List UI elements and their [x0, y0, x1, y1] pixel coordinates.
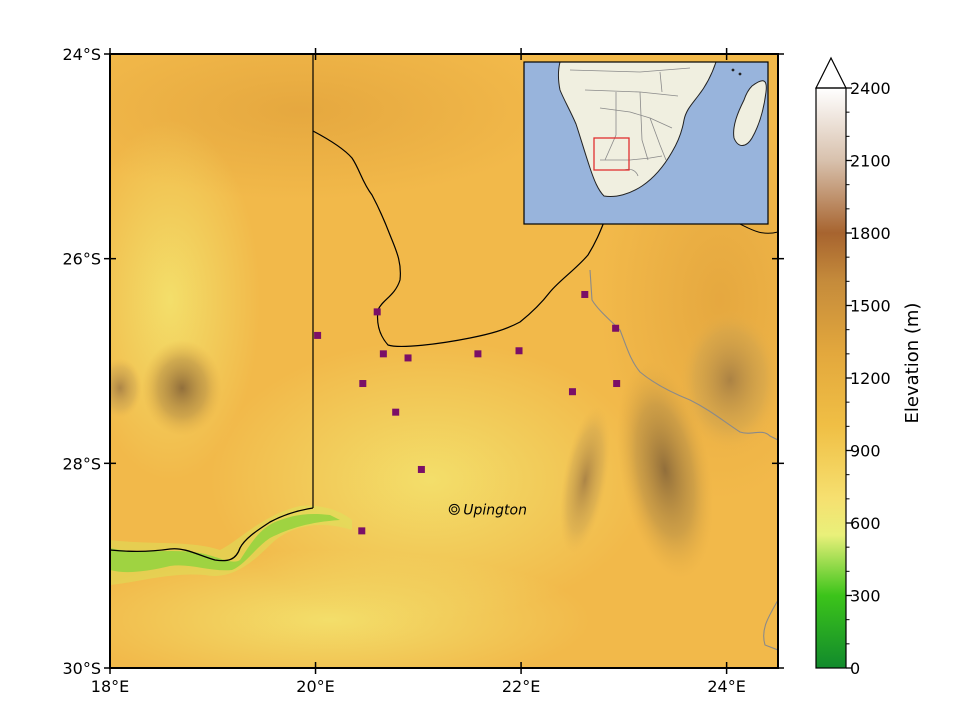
- colorbar-tick-label: 2400: [850, 79, 891, 98]
- station-marker-3[interactable]: [379, 350, 387, 358]
- lat-tick-label: 24°S: [62, 45, 101, 64]
- terrain-mountain-east-2: [680, 310, 778, 450]
- station-marker-6[interactable]: [515, 347, 523, 355]
- station-markers: [314, 290, 621, 535]
- station-marker-12[interactable]: [613, 380, 621, 388]
- colorbar-gradient: [816, 88, 846, 668]
- lon-tick-label: 24°E: [707, 677, 745, 696]
- station-marker-5[interactable]: [474, 350, 482, 358]
- terrain-mountain-west: [142, 340, 222, 436]
- river-valley-green: [110, 513, 340, 573]
- elevation-colorbar[interactable]: 2400 2100 1800 1500 1200 900 600 300 0 Elevation…: [815, 56, 923, 678]
- inset-locator-map[interactable]: [523, 61, 769, 225]
- station-marker-4[interactable]: [404, 354, 412, 362]
- colorbar-tick-label: 300: [850, 587, 881, 606]
- station-marker-14[interactable]: [358, 527, 366, 535]
- border-botswana-southafrica: [312, 130, 605, 347]
- station-marker-7[interactable]: [581, 290, 589, 298]
- inset-study-area-box: [593, 137, 630, 171]
- river-valley-light: [110, 505, 352, 585]
- lon-tick-label: 22°E: [502, 677, 540, 696]
- terrain-ridge-central: [559, 406, 611, 554]
- inset-country-borders: [569, 67, 691, 177]
- bullseye-center-icon: [451, 506, 458, 513]
- lat-tick-label: 30°S: [62, 659, 101, 678]
- station-marker-8[interactable]: [612, 324, 620, 332]
- station-marker-10[interactable]: [392, 408, 400, 416]
- city-label: Upington: [463, 502, 527, 518]
- colorbar-label: Elevation (m): [902, 303, 923, 424]
- colorbar-tick-label: 0: [850, 659, 860, 678]
- border-northeast: [739, 223, 778, 234]
- colorbar-tick-label: 1500: [850, 297, 891, 316]
- map-frame: [109, 53, 779, 669]
- lon-tick-label: 20°E: [296, 677, 334, 696]
- province-border-south: [763, 599, 778, 651]
- city-marker[interactable]: Upington: [448, 502, 527, 518]
- station-marker-1[interactable]: [314, 331, 322, 339]
- latitude-ticks: 24°S 26°S 28°S 30°S: [62, 45, 784, 678]
- inset-madagascar: [733, 80, 767, 146]
- colorbar-tick-label: 1200: [850, 369, 891, 388]
- station-marker-13[interactable]: [417, 465, 425, 473]
- inset-island-dot: [731, 68, 735, 72]
- terrain-low-south: [110, 550, 590, 668]
- colorbar-tick-label: 1800: [850, 224, 891, 243]
- longitude-ticks: 18°E 20°E 22°E 24°E: [91, 48, 746, 696]
- colorbar-ticks: 2400 2100 1800 1500 1200 900 600 300 0: [846, 79, 891, 678]
- colorbar-tick-label: 2100: [850, 152, 891, 171]
- station-marker-9[interactable]: [359, 380, 367, 388]
- colorbar-tick-label: 600: [850, 514, 881, 533]
- station-marker-2[interactable]: [373, 308, 381, 316]
- terrain-low-center: [210, 340, 650, 620]
- colorbar-extend-arrow: [815, 56, 847, 89]
- lat-tick-label: 28°S: [62, 454, 101, 473]
- inset-frame: [523, 61, 769, 225]
- colorbar-tick-label: 900: [850, 442, 881, 461]
- bullseye-icon: [448, 503, 460, 515]
- terrain-mountain-west-2: [110, 358, 142, 418]
- lat-tick-label: 26°S: [62, 250, 101, 269]
- border-orange-river: [110, 507, 314, 562]
- station-marker-11[interactable]: [568, 388, 576, 396]
- lon-tick-label: 18°E: [91, 677, 129, 696]
- inset-island-dot-2: [738, 72, 742, 76]
